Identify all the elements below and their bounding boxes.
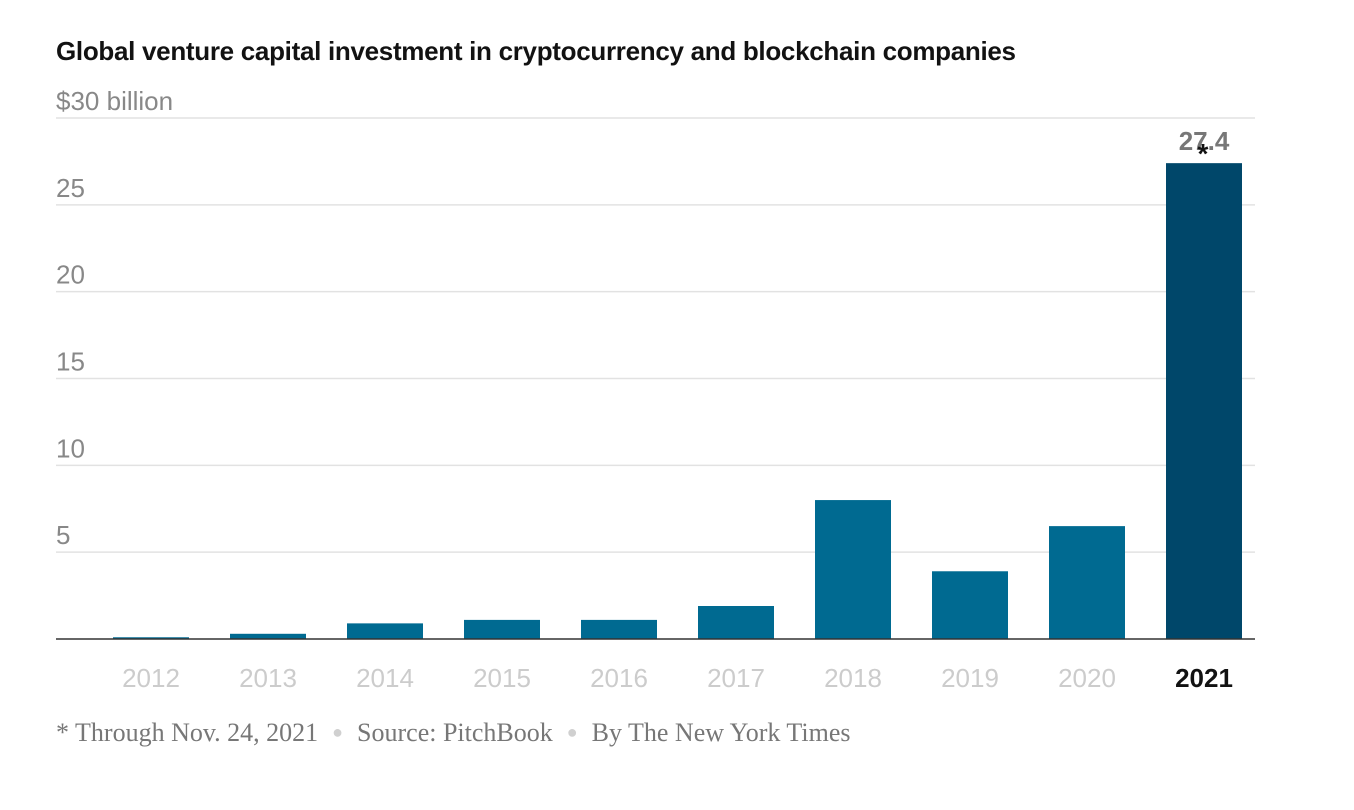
bar-2019 — [932, 571, 1008, 639]
bar-2018 — [815, 500, 891, 639]
bar-2015 — [464, 619, 540, 639]
bar-2012 — [113, 637, 189, 639]
x-tick-label-2019: 2019 — [941, 663, 999, 693]
separator-dot: ● — [566, 722, 578, 742]
value-label-2021: 27.4 — [1179, 126, 1230, 156]
y-tick-label: 5 — [56, 520, 70, 550]
bar-2014 — [347, 623, 423, 639]
x-axis-ticks: 2012 2013 2014 2015 2016 2017 2018 2019 2020 2021 — [122, 663, 1233, 693]
bar-2016 — [581, 619, 657, 639]
x-tick-label-2016: 2016 — [590, 663, 648, 693]
y-tick-label: 10 — [56, 433, 85, 463]
bar-2017 — [698, 606, 774, 639]
y-tick-label: $30 billion — [56, 86, 173, 116]
x-tick-label-2021: 2021 — [1175, 663, 1233, 693]
byline: By The New York Times — [591, 718, 851, 747]
x-tick-label-2014: 2014 — [356, 663, 414, 693]
bars — [113, 163, 1242, 640]
separator-dot: ● — [332, 722, 344, 742]
x-tick-label-2013: 2013 — [239, 663, 297, 693]
y-axis-ticks: 5 10 15 20 25 $30 billion — [56, 86, 173, 550]
y-tick-label: 20 — [56, 260, 85, 290]
bar-2021 — [1166, 163, 1242, 640]
data-labels: 27.4* — [1179, 126, 1230, 169]
x-tick-label-2012: 2012 — [122, 663, 180, 693]
chart-title: Global venture capital investment in cry… — [56, 36, 1016, 66]
bar-2020 — [1049, 526, 1125, 639]
x-tick-label-2017: 2017 — [707, 663, 765, 693]
y-tick-label: 25 — [56, 173, 85, 203]
y-tick-label: 15 — [56, 347, 85, 377]
x-tick-label-2015: 2015 — [473, 663, 531, 693]
footnote: * Through Nov. 24, 2021 — [56, 718, 319, 747]
source-credit: Source: PitchBook — [357, 718, 553, 747]
bar-2013 — [230, 633, 306, 639]
x-tick-label-2020: 2020 — [1058, 663, 1116, 693]
x-tick-label-2018: 2018 — [824, 663, 882, 693]
gridlines — [56, 117, 1255, 553]
asterisk-marker: * — [1198, 138, 1209, 169]
chart-footer: * Through Nov. 24, 2021 ● Source: PitchBoo… — [56, 718, 851, 748]
